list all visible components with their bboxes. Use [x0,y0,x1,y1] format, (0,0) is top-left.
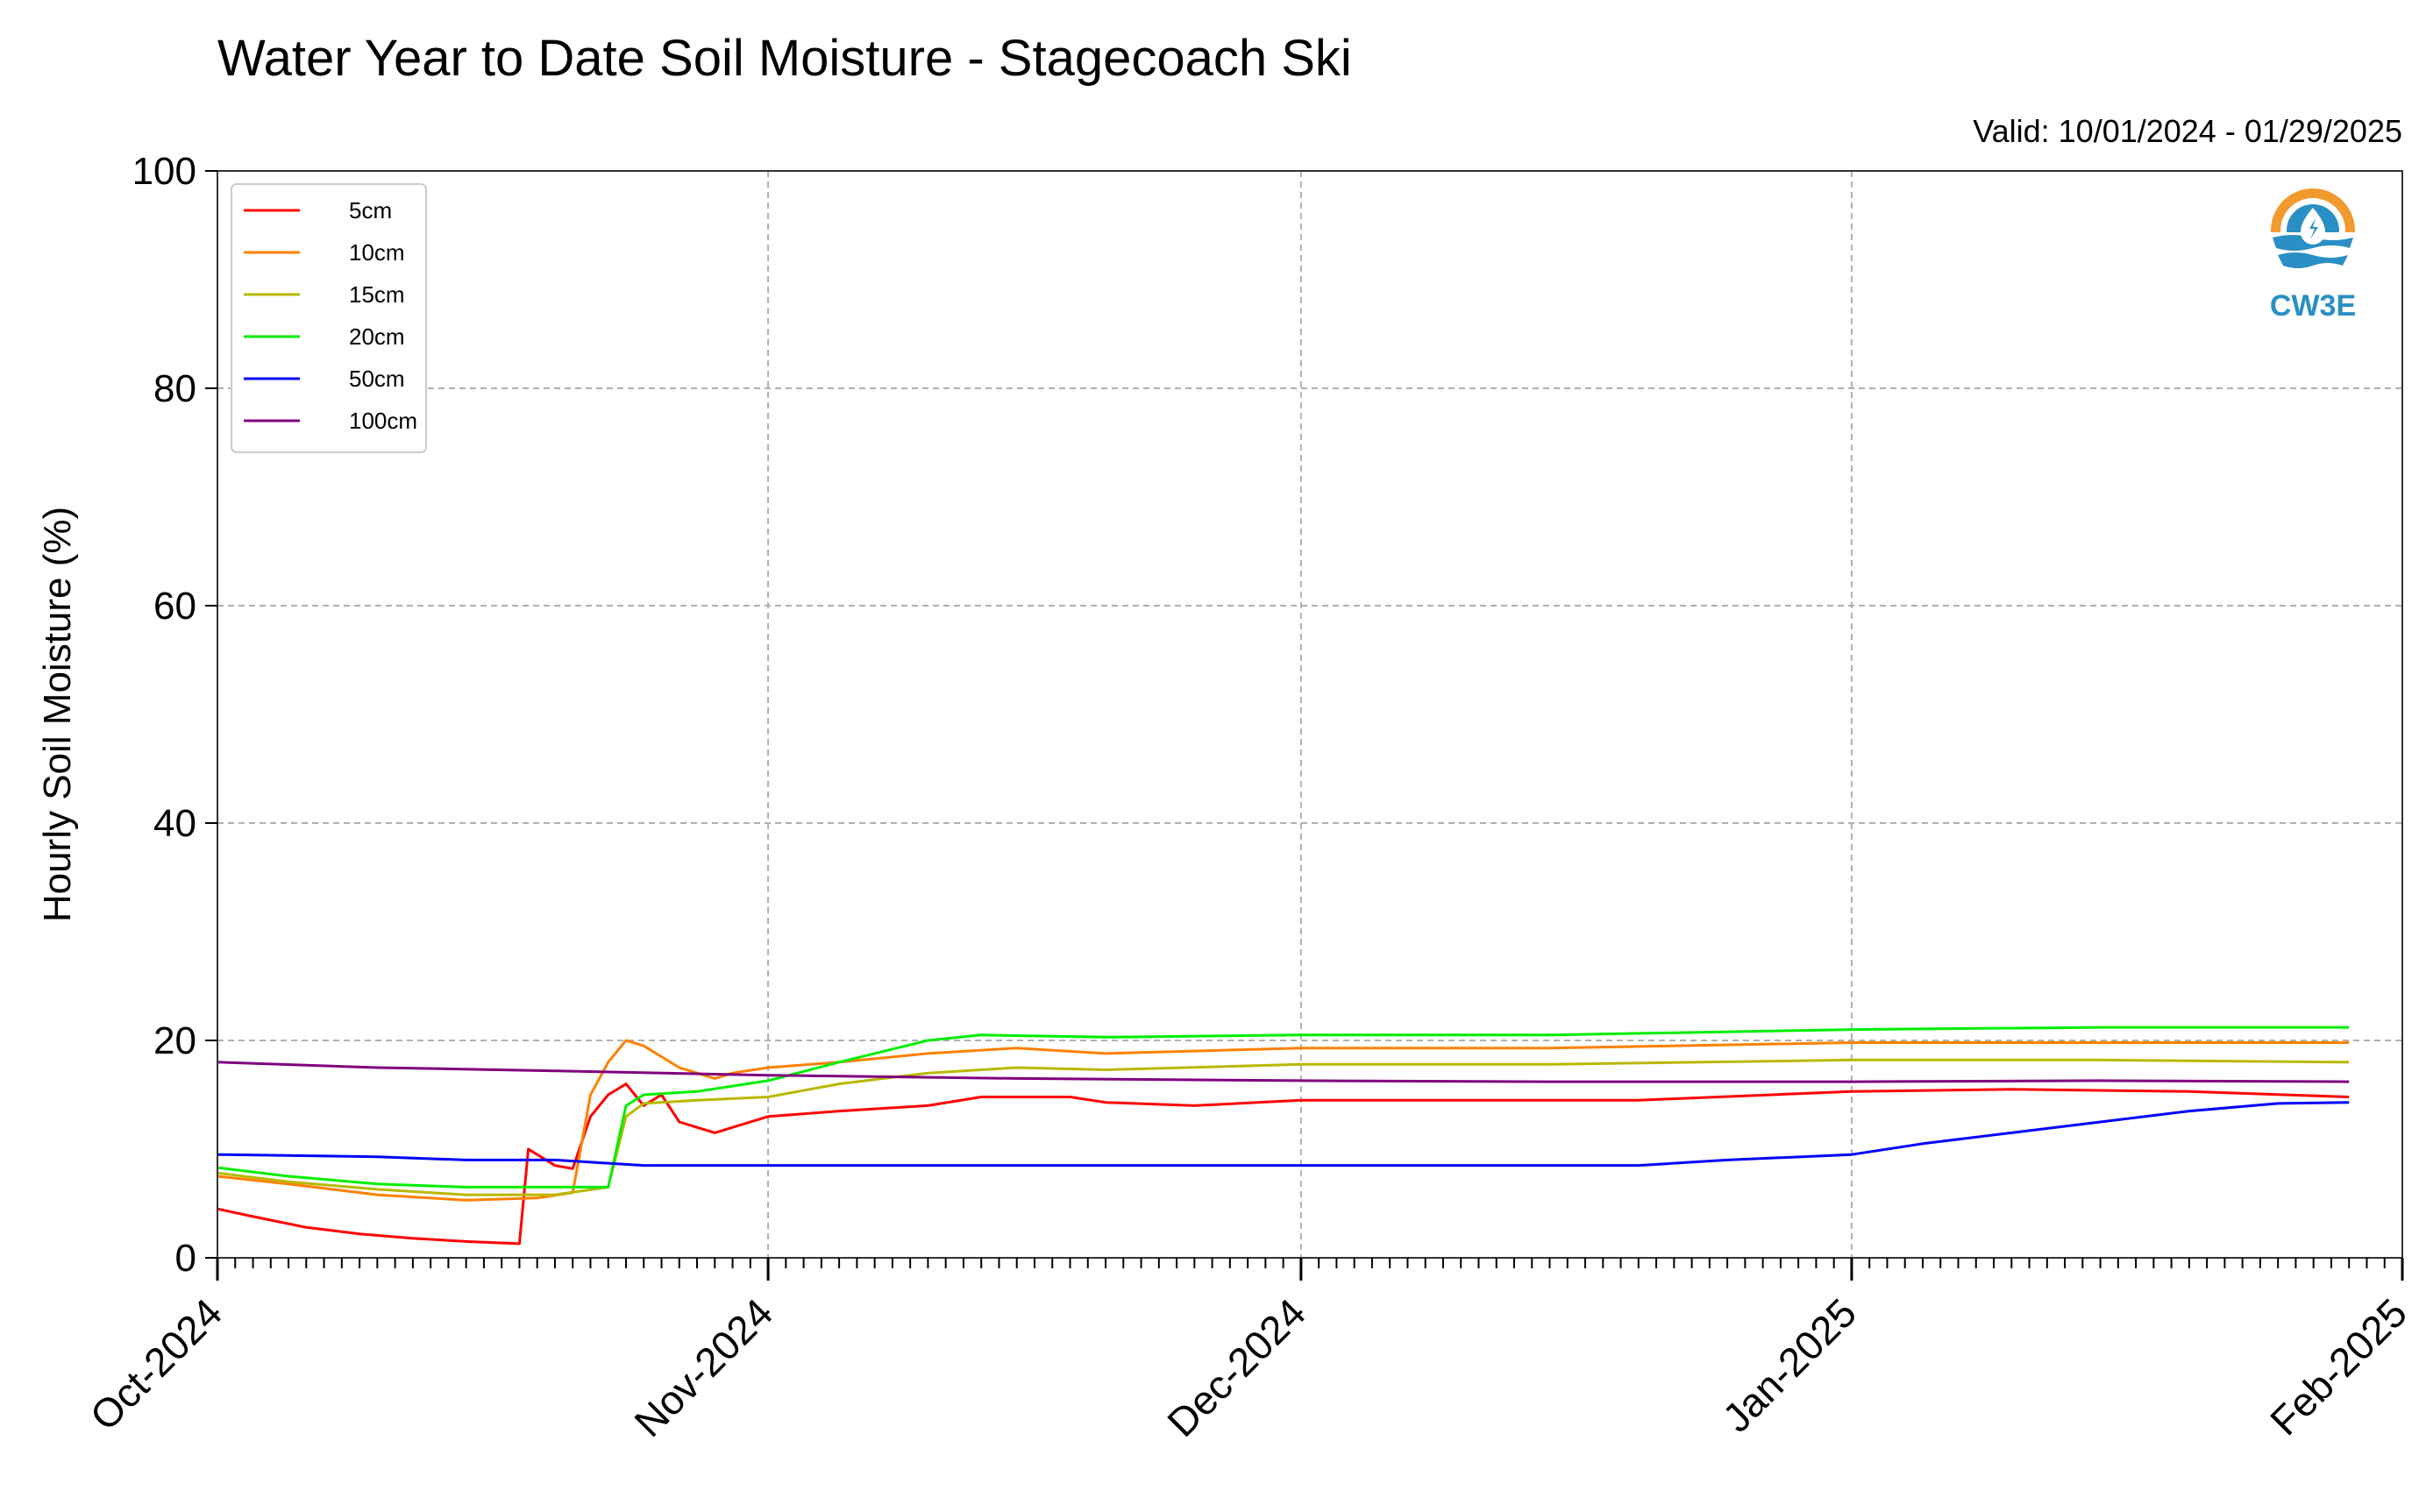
series-line-15cm [217,1058,2350,1196]
plot-frame [217,170,2403,1259]
x-tick-label: Nov-2024 [625,1289,781,1445]
legend-label: 15cm [349,281,405,308]
valid-date-range: Valid: 10/01/2024 - 01/29/2025 [1973,113,2402,149]
legend-label: 10cm [349,239,405,266]
cw3e-logo: CW3E [2267,188,2358,323]
series-line-5cm [217,1083,2350,1246]
legend: 5cm 10cm 15cm 20cm 50cm 100cm [231,183,427,453]
logo-text: CW3E [2270,289,2356,323]
plot-background [217,171,2402,1258]
x-tick-label: Jan-2025 [1714,1289,1865,1440]
series-line-50cm [217,1101,2350,1168]
series-line-100cm [217,1061,2350,1083]
chart-title: Water Year to Date Soil Moisture - Stage… [217,30,1352,87]
y-tick-label: 80 [153,367,196,410]
y-tick-label: 0 [175,1237,196,1280]
y-axis-label: Hourly Soil Moisture (%) [36,507,79,922]
x-tick-label: Feb-2025 [2261,1289,2415,1444]
y-tick-label: 40 [153,802,196,845]
grid-lines [217,171,2402,1258]
y-tick-label: 60 [153,585,196,628]
x-tick-label: Oct-2024 [82,1289,231,1439]
legend-label: 50cm [349,366,405,392]
legend-label: 20cm [349,323,405,350]
data-series [217,1026,2350,1246]
legend-label: 100cm [349,408,417,434]
series-line-20cm [217,1026,2350,1189]
y-tick-label: 20 [153,1019,196,1062]
x-tick-label: Dec-2024 [1158,1289,1314,1445]
legend-label: 5cm [349,197,392,224]
y-tick-label: 100 [132,150,196,193]
